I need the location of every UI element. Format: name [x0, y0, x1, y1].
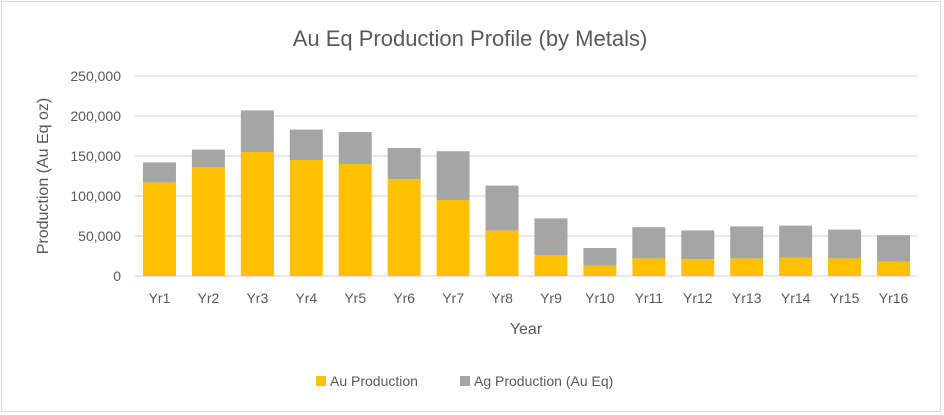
- x-tick-label: Yr3: [246, 290, 268, 306]
- x-tick-label: Yr7: [442, 290, 464, 306]
- y-tick-label: 100,000: [70, 188, 121, 204]
- x-tick-label: Yr2: [198, 290, 220, 306]
- legend-label: Ag Production (Au Eq): [474, 373, 613, 389]
- bar-ag-production: [485, 185, 519, 231]
- bar-au-production: [338, 164, 372, 276]
- bar-au-production: [240, 152, 274, 276]
- y-tick-label: 200,000: [70, 108, 121, 124]
- bar-au-production: [632, 258, 666, 276]
- bar-au-production: [534, 255, 568, 276]
- bar-ag-production: [730, 226, 764, 259]
- bar-au-production: [387, 179, 421, 276]
- bar-au-production: [828, 258, 862, 276]
- bar-au-production: [191, 167, 225, 276]
- bar-ag-production: [436, 151, 470, 200]
- x-tick-label: Yr6: [393, 290, 415, 306]
- x-axis-label: Year: [510, 321, 543, 338]
- bar-au-production: [485, 230, 519, 276]
- bar-ag-production: [142, 162, 176, 183]
- x-tick-label: Yr8: [491, 290, 513, 306]
- y-tick-label: 250,000: [70, 68, 121, 84]
- legend-label: Au Production: [330, 373, 418, 389]
- bar-ag-production: [779, 225, 813, 258]
- bar-au-production: [730, 258, 764, 276]
- bar-au-production: [877, 261, 911, 276]
- y-tick-label: 0: [113, 268, 121, 284]
- bar-ag-production: [583, 248, 617, 266]
- bar-ag-production: [534, 218, 568, 256]
- x-tick-label: Yr15: [830, 290, 860, 306]
- x-tick-label: Yr1: [149, 290, 171, 306]
- bar-ag-production: [289, 129, 323, 160]
- bar-ag-production: [191, 149, 225, 168]
- bar-ag-production: [387, 148, 421, 180]
- x-tick-label: Yr16: [879, 290, 909, 306]
- x-tick-label: Yr10: [585, 290, 615, 306]
- bar-ag-production: [877, 235, 911, 262]
- x-tick-label: Yr12: [683, 290, 713, 306]
- x-tick-label: Yr11: [635, 290, 664, 306]
- legend: Au Production Ag Production (Au Eq): [316, 373, 613, 389]
- bar-au-production: [289, 160, 323, 276]
- bar-ag-production: [240, 110, 274, 152]
- bar-au-production: [681, 259, 715, 276]
- bar-ag-production: [681, 230, 715, 260]
- y-tick-label: 150,000: [70, 148, 121, 164]
- x-tick-label: Yr14: [781, 290, 811, 306]
- bar-au-production: [779, 257, 813, 276]
- bar-ag-production: [828, 229, 862, 259]
- x-tick-label: Yr5: [344, 290, 366, 306]
- bar-ag-production: [338, 132, 372, 164]
- bar-au-production: [142, 182, 176, 276]
- legend-swatch: [460, 376, 470, 386]
- y-axis-label: Production (Au Eq oz): [35, 98, 52, 255]
- x-tick-label: Yr4: [295, 290, 317, 306]
- legend-swatch: [316, 376, 326, 386]
- bar-au-production: [583, 265, 617, 276]
- bar-au-production: [436, 200, 470, 276]
- bar-ag-production: [632, 227, 666, 259]
- x-tick-label: Yr13: [732, 290, 762, 306]
- x-tick-label: Yr9: [540, 290, 562, 306]
- chart-title: Au Eq Production Profile (by Metals): [293, 26, 648, 51]
- y-tick-label: 50,000: [78, 228, 121, 244]
